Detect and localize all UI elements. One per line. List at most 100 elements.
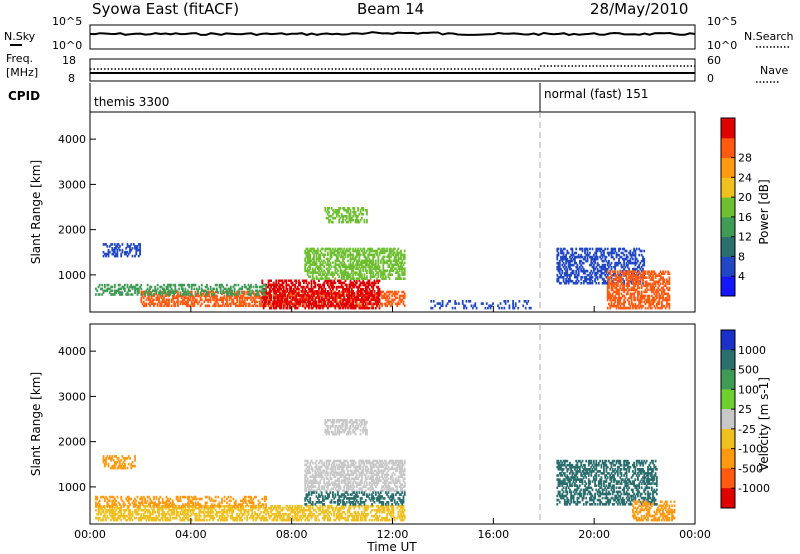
power-cell <box>345 216 348 220</box>
power-cell <box>587 273 590 277</box>
power-cell <box>390 290 392 294</box>
power-cell <box>219 283 222 287</box>
power-cell <box>391 273 393 276</box>
power-cell <box>216 296 218 300</box>
power-cell <box>260 296 262 300</box>
power-cell <box>349 253 352 257</box>
power-cell <box>659 270 662 273</box>
power-cell <box>504 302 507 305</box>
power-cell <box>229 294 232 298</box>
power-cell <box>185 291 188 294</box>
power-cell <box>358 290 361 293</box>
power-cell <box>393 294 396 298</box>
velocity-cell <box>200 506 203 510</box>
velocity-cell <box>269 506 271 510</box>
power-cell <box>287 302 290 306</box>
power-cell <box>489 306 492 310</box>
power-cell <box>609 282 612 286</box>
power-cell <box>633 296 635 300</box>
velocity-cell <box>216 512 218 516</box>
power-cell <box>329 261 332 265</box>
velocity-cell <box>301 516 304 520</box>
power-cell <box>299 304 301 308</box>
velocity-cell <box>156 510 159 514</box>
power-cell <box>606 290 609 294</box>
power-cell <box>461 300 464 303</box>
power-cell <box>601 277 604 281</box>
power-cell <box>349 304 352 308</box>
power-cell <box>303 285 305 289</box>
power-cell <box>634 263 637 267</box>
power-cell <box>156 296 159 300</box>
power-cell <box>398 269 401 273</box>
power-cell <box>194 294 197 298</box>
power-cell <box>334 300 337 304</box>
velocity-cell <box>348 510 351 514</box>
velocity-cell <box>305 508 308 512</box>
velocity-cell <box>198 518 201 522</box>
power-cell <box>611 255 614 259</box>
power-cell <box>319 290 322 294</box>
power-cell <box>324 249 327 253</box>
power-cell <box>402 255 405 259</box>
power-cell <box>345 271 348 274</box>
power-cell <box>606 279 609 283</box>
power-cell <box>315 304 318 308</box>
power-cell <box>569 263 571 267</box>
power-cell <box>350 267 353 271</box>
power-cell <box>339 216 342 220</box>
power-cell <box>625 269 628 273</box>
power-cell <box>292 292 295 295</box>
velocity-cell <box>314 518 317 522</box>
power-cell <box>342 285 344 289</box>
power-cell <box>364 259 367 263</box>
power-cell <box>184 296 187 300</box>
power-cell <box>643 294 646 298</box>
power-cell <box>633 270 635 273</box>
power-cell <box>325 292 328 295</box>
power-cell <box>327 271 329 274</box>
power-cell <box>619 271 622 275</box>
power-cell <box>277 300 280 304</box>
power-cell <box>280 283 283 287</box>
power-cell <box>156 287 159 291</box>
velocity-cell <box>343 506 346 510</box>
power-cell <box>561 251 564 255</box>
power-cell <box>206 285 208 289</box>
power-cell <box>187 296 189 300</box>
power-cell <box>391 290 393 294</box>
power-cell <box>382 265 385 269</box>
power-cell <box>359 283 362 287</box>
power-cell <box>349 290 352 294</box>
velocity-cell <box>276 508 279 512</box>
power-cell <box>284 279 286 283</box>
power-cell <box>250 294 252 298</box>
power-cell <box>611 298 614 302</box>
velocity-cell <box>199 514 202 518</box>
velocity-cell <box>156 516 159 520</box>
power-cell <box>632 267 634 271</box>
power-cell <box>338 300 341 304</box>
power-cell <box>454 302 457 305</box>
power-cell <box>311 296 314 299</box>
velocity-heatmap <box>95 419 676 522</box>
power-cell <box>234 283 237 287</box>
power-cell <box>366 269 368 273</box>
power-cell <box>634 253 637 257</box>
power-cell <box>217 298 220 302</box>
power-cell <box>350 287 353 291</box>
power-cell <box>144 291 146 294</box>
power-cell <box>327 263 329 267</box>
power-cell <box>165 294 168 298</box>
power-cell <box>348 283 351 287</box>
velocity-cell <box>195 512 198 516</box>
power-cell <box>374 265 377 269</box>
power-cell <box>398 261 401 265</box>
power-cell <box>652 298 654 302</box>
power-cell <box>349 208 352 212</box>
velocity-cell <box>202 518 204 522</box>
power-cell <box>518 300 521 303</box>
velocity-cell <box>161 516 164 520</box>
power-cell <box>168 302 170 306</box>
power-cell <box>304 263 307 267</box>
